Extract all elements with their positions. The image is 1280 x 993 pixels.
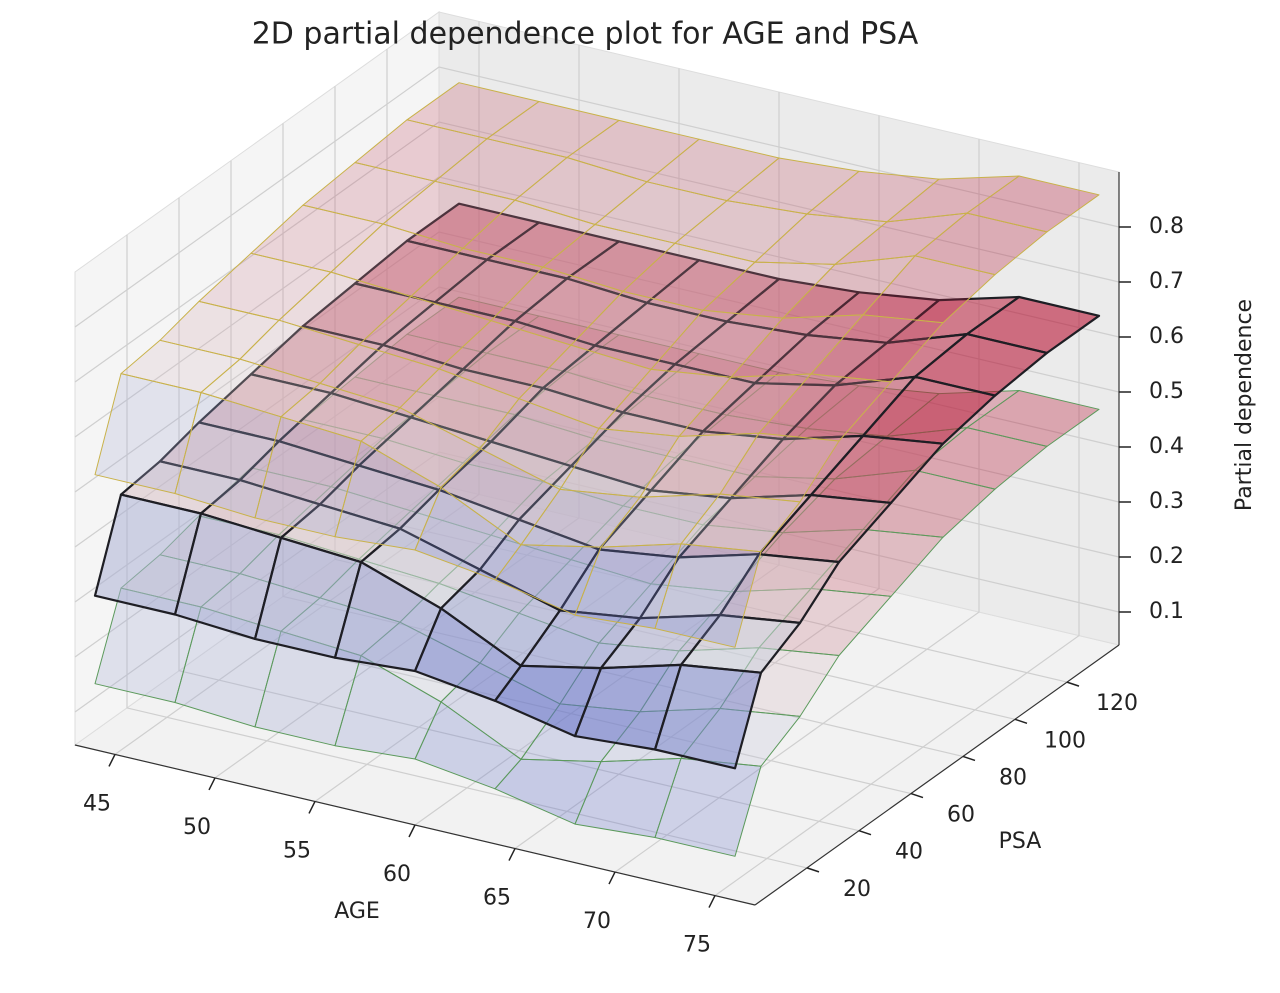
y-axis-line: [754, 644, 1120, 906]
grid-line: [74, 121, 1120, 383]
surface-cell: [654, 543, 762, 648]
surface-cell: [654, 757, 762, 857]
tick-label: 0.7: [1149, 269, 1184, 294]
tick-mark: [408, 824, 416, 838]
tick-mark: [108, 754, 116, 767]
tick-label: 120: [1096, 691, 1138, 716]
tick-label: 65: [483, 886, 511, 911]
tick-label: 75: [683, 933, 711, 958]
tick-label: 20: [843, 877, 871, 902]
tick-label: 0.2: [1149, 544, 1184, 569]
tick-mark: [708, 895, 716, 908]
z-axis-label: Partial dependence: [1232, 299, 1257, 511]
tick-label: 60: [947, 803, 975, 828]
tick-mark: [1066, 681, 1080, 687]
tick-label: 0.4: [1149, 434, 1184, 459]
tick-label: 80: [999, 765, 1027, 790]
tick-label: 0.3: [1149, 489, 1184, 514]
surface-cell: [653, 663, 763, 770]
tick-mark: [962, 755, 976, 762]
tick-label: 60: [383, 862, 411, 887]
tick-label: 0.8: [1149, 214, 1184, 239]
tick-label: 100: [1044, 728, 1086, 753]
grid-line: [126, 234, 808, 869]
tick-mark: [910, 792, 924, 799]
plot-area: [73, 11, 1121, 906]
tick-mark: [508, 848, 516, 861]
grid-line: [614, 139, 980, 873]
tick-label: 0.6: [1149, 324, 1184, 349]
tick-label: 55: [283, 838, 311, 863]
y-axis-label: PSA: [999, 829, 1042, 854]
tick-label: 45: [83, 791, 111, 816]
tick-mark: [858, 830, 872, 836]
surface: [93, 202, 1101, 770]
surface: [94, 82, 1100, 648]
tick-mark: [608, 871, 616, 885]
grid-line: [178, 197, 860, 832]
tick-mark: [308, 801, 316, 814]
tick-mark: [1014, 718, 1028, 724]
grid-line: [74, 66, 1120, 328]
chart-title: 2D partial dependence plot for AGE and P…: [252, 17, 919, 52]
tick-label: 0.1: [1149, 599, 1184, 624]
tick-label: 0.5: [1149, 379, 1184, 404]
tick-label: 50: [183, 815, 211, 840]
tick-label: 70: [583, 909, 611, 934]
grid-line: [514, 115, 880, 849]
tick-label: 40: [895, 840, 923, 865]
tick-mark: [806, 867, 820, 873]
x-axis-label: AGE: [334, 899, 380, 924]
grid-line: [74, 176, 1120, 438]
tick-mark: [208, 777, 216, 791]
